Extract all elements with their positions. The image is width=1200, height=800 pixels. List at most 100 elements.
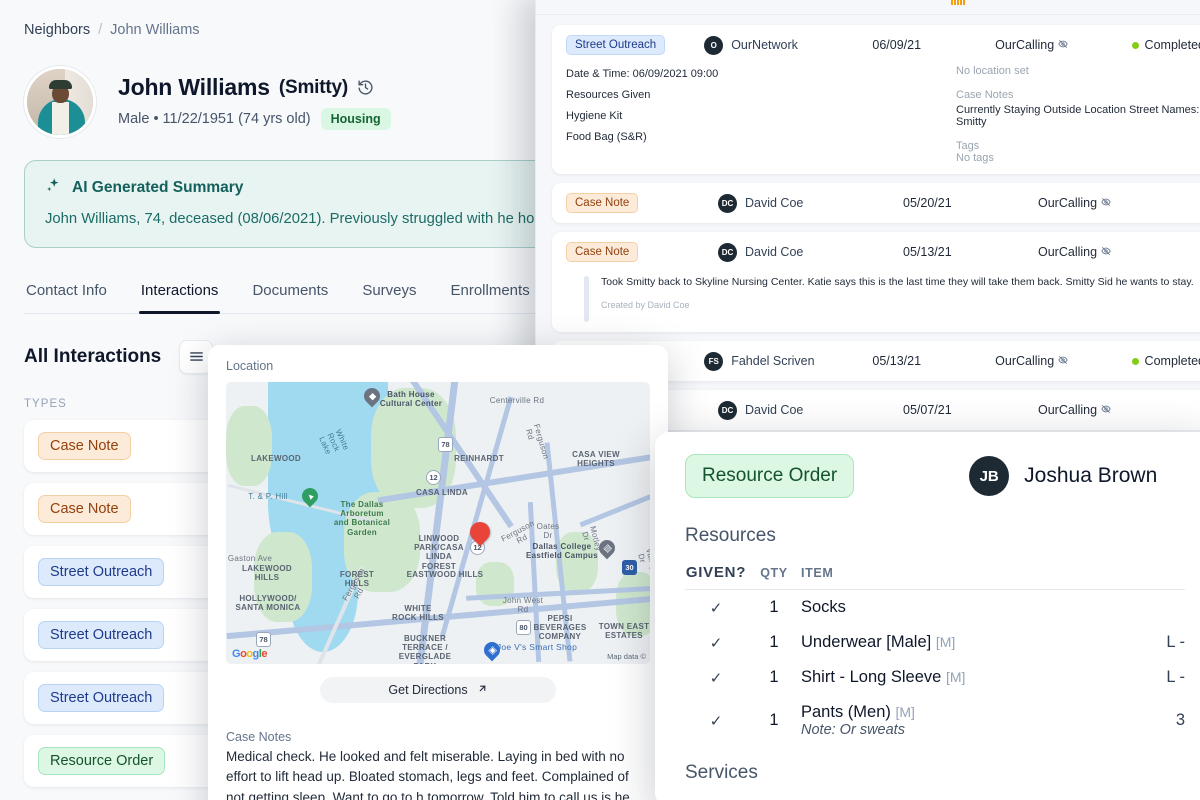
- row-org: OurCalling: [1038, 245, 1098, 259]
- item-tag: [M]: [945, 669, 966, 685]
- breadcrumb: Neighbors / John Williams: [24, 22, 1176, 38]
- case-notes-value: Currently Staying Outside Location Stree…: [956, 104, 1200, 128]
- type-pill: Case Note: [566, 242, 639, 262]
- tab-contact-info[interactable]: Contact Info: [26, 281, 107, 299]
- given-check-icon: ✓: [709, 669, 723, 687]
- item-qty: 1: [769, 633, 779, 651]
- row-date: 05/13/21: [872, 354, 922, 368]
- user-name: Joshua Brown: [1024, 464, 1158, 487]
- resource-order-detail-card: Resource Order JB Joshua Brown Resources…: [655, 432, 1200, 800]
- datetime-label: Date & Time:: [566, 68, 630, 80]
- row-org: OurCalling: [995, 354, 1055, 368]
- table-row[interactable]: ✓ 1 Shirt - Long Sleeve [M] L -: [685, 660, 1185, 695]
- item-size: 3: [1175, 711, 1185, 729]
- row-date: 05/13/21: [903, 245, 952, 259]
- get-directions-button[interactable]: Get Directions: [320, 677, 556, 703]
- item-tag: [M]: [895, 704, 915, 720]
- column-header-item: ITEM: [801, 564, 1146, 590]
- panel-topbar: [552, 0, 1200, 11]
- status-badge: Completed: [1144, 354, 1200, 368]
- list-item[interactable]: Street Outreach: [24, 671, 230, 724]
- row-user: David Coe: [745, 196, 804, 210]
- breadcrumb-neighbors-link[interactable]: Neighbors: [24, 22, 91, 38]
- resource-item: Food Bag (S&R): [566, 131, 647, 143]
- profile-meta: Male • 11/22/1951 (74 yrs old) Housing: [118, 108, 391, 130]
- type-pill: Street Outreach: [38, 620, 165, 649]
- list-item[interactable]: Resource Order: [24, 734, 230, 787]
- get-directions-label: Get Directions: [388, 683, 468, 697]
- row-org: OurCalling: [1038, 196, 1098, 210]
- given-check-icon: ✓: [709, 599, 723, 617]
- avatar: JB: [969, 456, 1010, 496]
- status-badge: Completed: [1144, 38, 1200, 52]
- note-rail: [584, 276, 589, 322]
- tab-documents[interactable]: Documents: [252, 281, 329, 299]
- map-attribution: Map data ©: [607, 652, 646, 661]
- list-item[interactable]: Street Outreach: [24, 608, 230, 661]
- location-value: No location set: [956, 65, 1029, 77]
- list-item[interactable]: Case Note: [24, 419, 230, 472]
- row-date: 05/20/21: [903, 196, 952, 210]
- services-heading: Services: [685, 762, 758, 783]
- type-pill: Case Note: [38, 431, 131, 460]
- row-date: 06/09/21: [872, 38, 922, 52]
- table-row[interactable]: ✓ 1 Socks: [685, 590, 1185, 626]
- avatar: DC: [718, 400, 737, 420]
- map-view[interactable]: Bath House Cultural Center Centerville Rd…: [226, 382, 650, 664]
- item-size: L -: [1166, 668, 1185, 686]
- type-pill: Case Note: [38, 494, 131, 523]
- list-item[interactable]: Street Outreach: [24, 545, 230, 598]
- row-detail: Date & Time: 06/09/2021 09:00 Resources …: [566, 65, 1200, 164]
- avatar: DC: [718, 193, 737, 213]
- table-row[interactable]: ✓ 1 Underwear [Male] [M] L -: [685, 625, 1185, 660]
- resource-item: Hygiene Kit: [566, 110, 623, 122]
- case-notes-label: Case Notes: [956, 89, 1014, 101]
- interactions-section-header: All Interactions: [24, 339, 1176, 374]
- item-name: Underwear [Male]: [801, 633, 932, 651]
- table-row[interactable]: Case Note DC David Coe 05/13/21 OurCalli…: [552, 232, 1200, 332]
- item-note: Note: Or sweats: [801, 722, 905, 738]
- eye-off-icon: [1101, 245, 1111, 259]
- note-text: Took Smitty back to Skyline Nursing Cent…: [601, 276, 1194, 288]
- external-link-icon: [477, 683, 488, 697]
- eye-off-icon: [1101, 196, 1111, 210]
- types-filter-list: Case Note Case Note Street Outreach Stre…: [24, 419, 230, 787]
- tab-enrollments[interactable]: Enrollments: [450, 281, 530, 299]
- row-user: Fahdel Scriven: [731, 354, 815, 368]
- column-header-given: GIVEN?: [685, 564, 747, 590]
- breadcrumb-separator: /: [98, 22, 103, 38]
- given-check-icon: ✓: [709, 712, 723, 730]
- types-filter-label: TYPES: [24, 397, 67, 410]
- page-title: John Williams (Smitty): [118, 74, 391, 101]
- table-row[interactable]: ✓ 1 Pants (Men) [M] Note: Or sweats 3: [685, 695, 1185, 746]
- status-badge: Housing: [320, 108, 391, 130]
- resources-heading: Resources: [685, 525, 776, 546]
- tags-value: No tags: [956, 152, 994, 164]
- status-dot-icon: [1131, 357, 1139, 365]
- history-icon[interactable]: [357, 79, 374, 96]
- resource-order-header: Resource Order JB Joshua Brown: [685, 454, 1185, 498]
- table-row[interactable]: Street Outreach O OurNetwork 06/09/21 Ou…: [552, 25, 1200, 174]
- orange-badge-icon: [950, 0, 966, 11]
- table-row[interactable]: Case Note DC David Coe 05/20/21 OurCalli…: [552, 183, 1200, 223]
- breadcrumb-current: John Williams: [110, 22, 200, 38]
- section-title: All Interactions: [24, 345, 162, 367]
- tab-surveys[interactable]: Surveys: [362, 281, 417, 299]
- column-header-qty: QTY: [747, 564, 801, 590]
- profile-demographics: Male • 11/22/1951 (74 yrs old): [118, 111, 311, 127]
- type-pill: Street Outreach: [566, 35, 666, 55]
- divider: [536, 14, 1200, 15]
- tab-interactions[interactable]: Interactions: [138, 276, 221, 314]
- item-name: Shirt - Long Sleeve: [801, 668, 942, 686]
- eye-off-icon: [1058, 38, 1068, 52]
- resources-table: GIVEN? QTY ITEM ✓ 1 Socks ✓ 1 Und: [685, 564, 1185, 746]
- ai-summary-header: AI Generated Summary: [45, 177, 1155, 199]
- list-item[interactable]: Case Note: [24, 482, 230, 535]
- hamburger-menu-icon[interactable]: [179, 339, 214, 374]
- location-label: Location: [226, 359, 274, 373]
- table-header-row: GIVEN? QTY ITEM: [685, 564, 1185, 590]
- type-pill: Street Outreach: [38, 557, 165, 586]
- item-qty: 1: [769, 711, 779, 729]
- map-marker-icon: [465, 517, 495, 549]
- case-notes-text: Medical check. He looked and felt misera…: [226, 749, 630, 800]
